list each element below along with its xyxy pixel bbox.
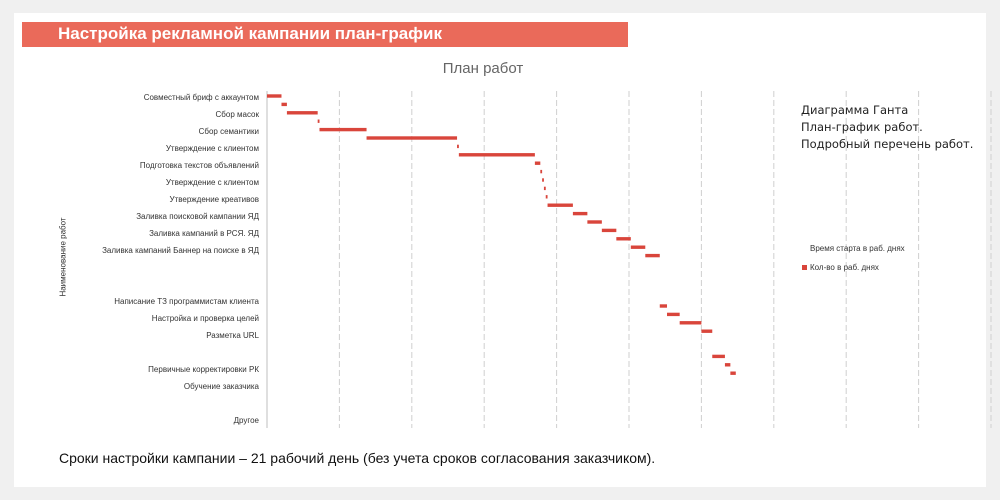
category-label: Другое [234,416,260,425]
gantt-bar [281,102,287,107]
note-line-1: Диаграмма Ганта [801,103,909,117]
category-label: Подготовка текстов объявлений [140,161,259,170]
gantt-bar [534,161,541,165]
gantt-bar [701,329,713,333]
gantt-bar [601,228,617,233]
category-label: Обучение заказчика [184,382,260,391]
gantt-bar [630,245,646,249]
gantt-bar [547,203,573,207]
gantt-bar [540,169,543,174]
gantt-bar [587,220,602,224]
category-label: Совместный бриф с аккаунтом [144,93,259,102]
gantt-bar [317,119,320,123]
legend-item-duration: Кол-во в раб. днях [802,263,879,272]
legend-item-start: Время старта в раб. днях [810,244,905,253]
footer-note: Сроки настройки кампании – 21 рабочий де… [59,450,656,466]
gantt-bar [616,237,631,241]
category-label: Утверждение с клиентом [166,178,259,187]
category-label: Разметка URL [206,331,259,340]
note-line-3: Подробный перечень работ. [801,137,974,151]
gantt-bar [645,253,660,258]
category-label: Утверждение креативов [170,195,260,204]
note-line-2: План-график работ. [801,120,923,134]
category-label: Написание ТЗ программистам клиента [114,297,259,306]
gantt-bar [543,186,546,191]
category-label: Заливка кампаний в РСЯ. ЯД [149,229,259,238]
gantt-bar [366,136,458,140]
gantt-bar [267,94,282,98]
slide-card [14,13,986,487]
gantt-bar [667,312,680,317]
gantt-bar [319,127,367,132]
gantt-bar [659,304,668,308]
title-banner: Настройка рекламной кампании план-график [22,22,628,47]
legend-label-duration: Кол-во в раб. днях [810,263,879,272]
gantt-bar [724,363,731,367]
gantt-bar [712,354,725,359]
category-label: Заливка поисковой кампании ЯД [136,212,259,221]
gantt-bar [545,195,548,199]
category-label: Утверждение с клиентом [166,144,259,153]
legend-swatch [802,265,807,270]
gantt-bar [458,153,535,157]
category-label: Настройка и проверка целей [152,314,259,323]
category-label: Сбор масок [216,110,260,119]
chart-title: План работ [442,60,524,77]
gantt-bar [679,321,702,325]
chart-note: Диаграмма Ганта План-график работ. Подро… [801,102,973,153]
category-label: Сбор семантики [199,127,259,136]
category-label: Первичные корректировки РК [148,365,259,374]
category-label: Заливка кампаний Баннер на поиске в ЯД [102,246,260,255]
gantt-bar [457,144,459,149]
gantt-bar [572,211,588,216]
banner-title: Настройка рекламной кампании план-график [58,24,442,43]
gantt-bar [542,178,544,182]
gantt-bar [286,111,318,115]
gantt-bar [730,371,736,375]
